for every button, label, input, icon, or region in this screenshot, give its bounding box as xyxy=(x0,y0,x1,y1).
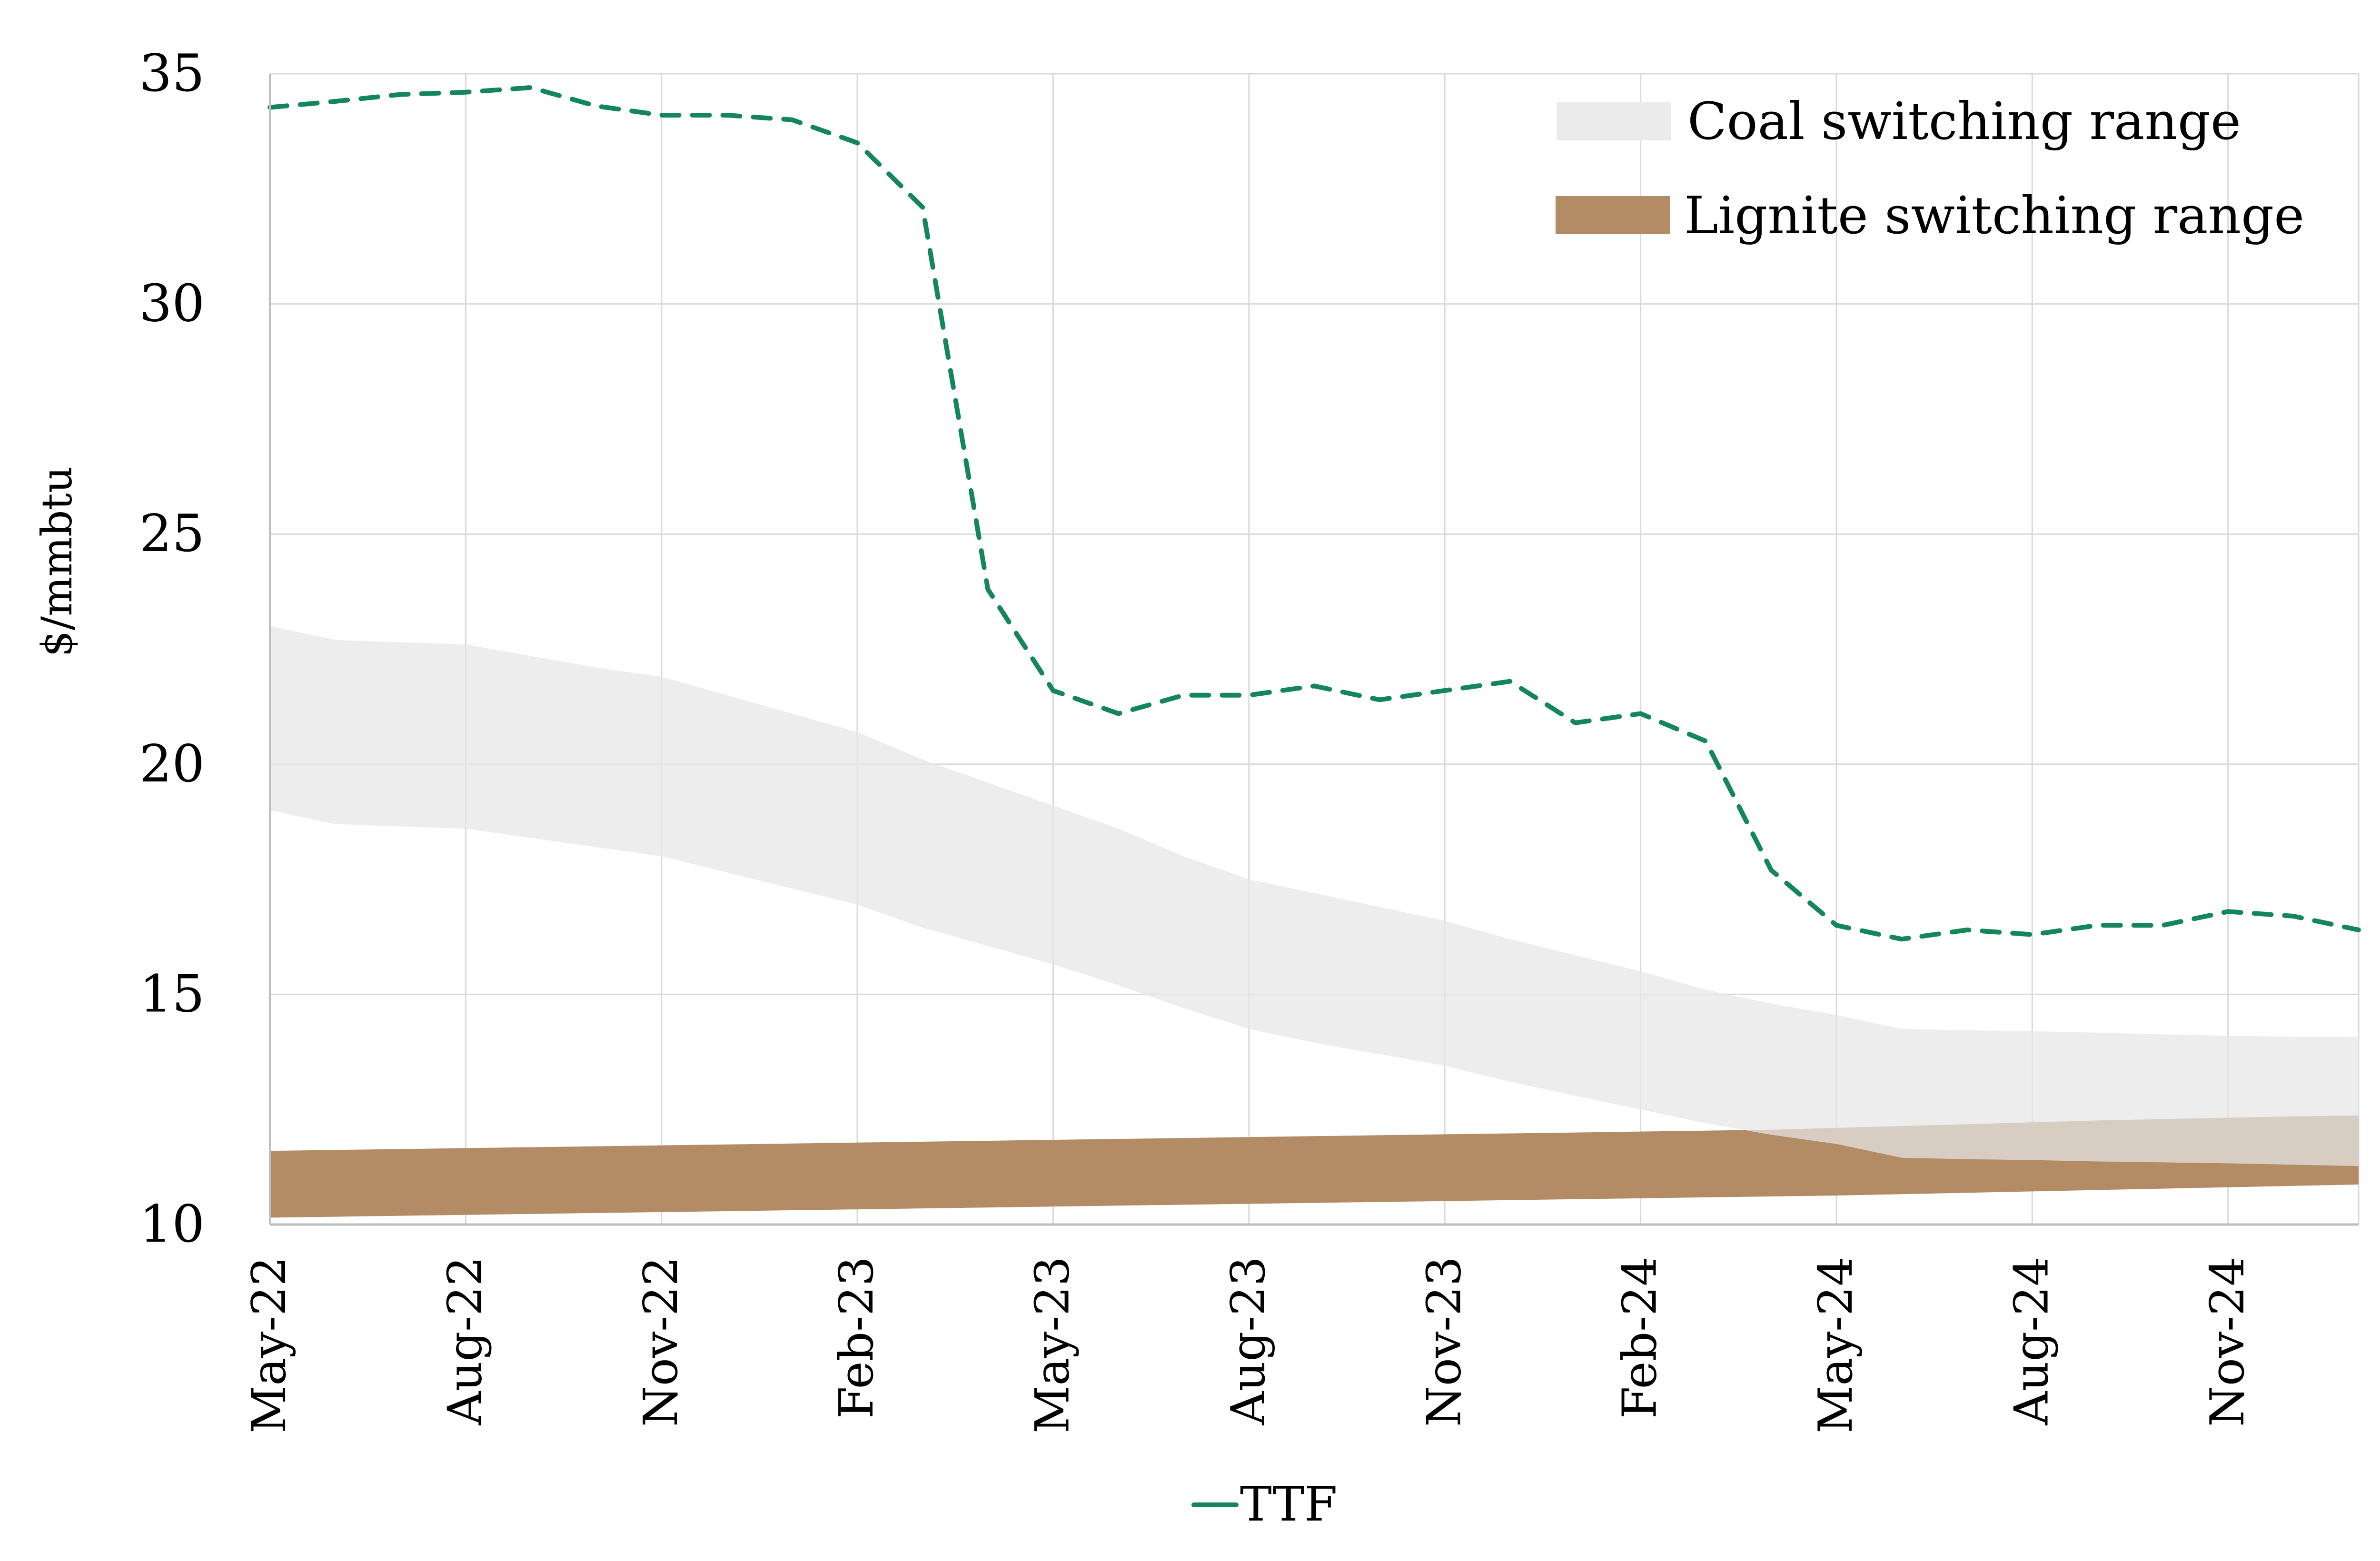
legend-bottom: TTF xyxy=(1191,1476,1338,1532)
x-tick-label: Nov-22 xyxy=(634,1256,688,1427)
x-tick-label: Aug-23 xyxy=(1221,1256,1276,1425)
y-tick-label: 15 xyxy=(139,964,205,1024)
legend-label-coal: Coal switching range xyxy=(1687,92,2241,151)
x-tick-label: Nov-24 xyxy=(2201,1256,2255,1427)
axes xyxy=(269,74,2359,1226)
x-tick-labels: May-22 Aug-22 Nov-22 Feb-23 May-23 Aug-23 Nov-… xyxy=(242,1256,2255,1433)
legend-label-ttf: TTF xyxy=(1240,1476,1338,1532)
x-tick-label: May-22 xyxy=(242,1256,297,1433)
x-tick-label: May-24 xyxy=(1809,1256,1863,1433)
x-tick-label: Feb-23 xyxy=(830,1256,884,1419)
legend-swatch-coal xyxy=(1557,102,1671,140)
legend-swatch-lignite xyxy=(1556,196,1670,234)
x-tick-label: Aug-22 xyxy=(438,1256,492,1425)
bands xyxy=(270,626,2359,1218)
y-tick-label: 25 xyxy=(139,504,205,563)
x-tick-label: Aug-24 xyxy=(2004,1256,2059,1425)
legend-label-lignite: Lignite switching range xyxy=(1684,186,2304,246)
x-tick-label: May-23 xyxy=(1026,1256,1080,1433)
y-tick-label: 20 xyxy=(139,734,205,794)
y-tick-label: 30 xyxy=(139,274,205,334)
legend-top: Coal switching range Lignite switching r… xyxy=(1556,92,2304,246)
line-ttf xyxy=(268,85,2361,942)
y-tick-labels: 10 15 20 25 30 35 xyxy=(139,44,205,1254)
y-tick-label: 35 xyxy=(139,44,205,103)
x-tick-label: Nov-23 xyxy=(1417,1256,1471,1427)
band-coal-switching-range xyxy=(270,626,2359,1166)
lines xyxy=(268,85,2361,942)
y-tick-label: 10 xyxy=(139,1195,205,1254)
x-tick-label: Feb-24 xyxy=(1613,1256,1667,1419)
y-axis-label: $/mmbtu xyxy=(32,466,81,657)
